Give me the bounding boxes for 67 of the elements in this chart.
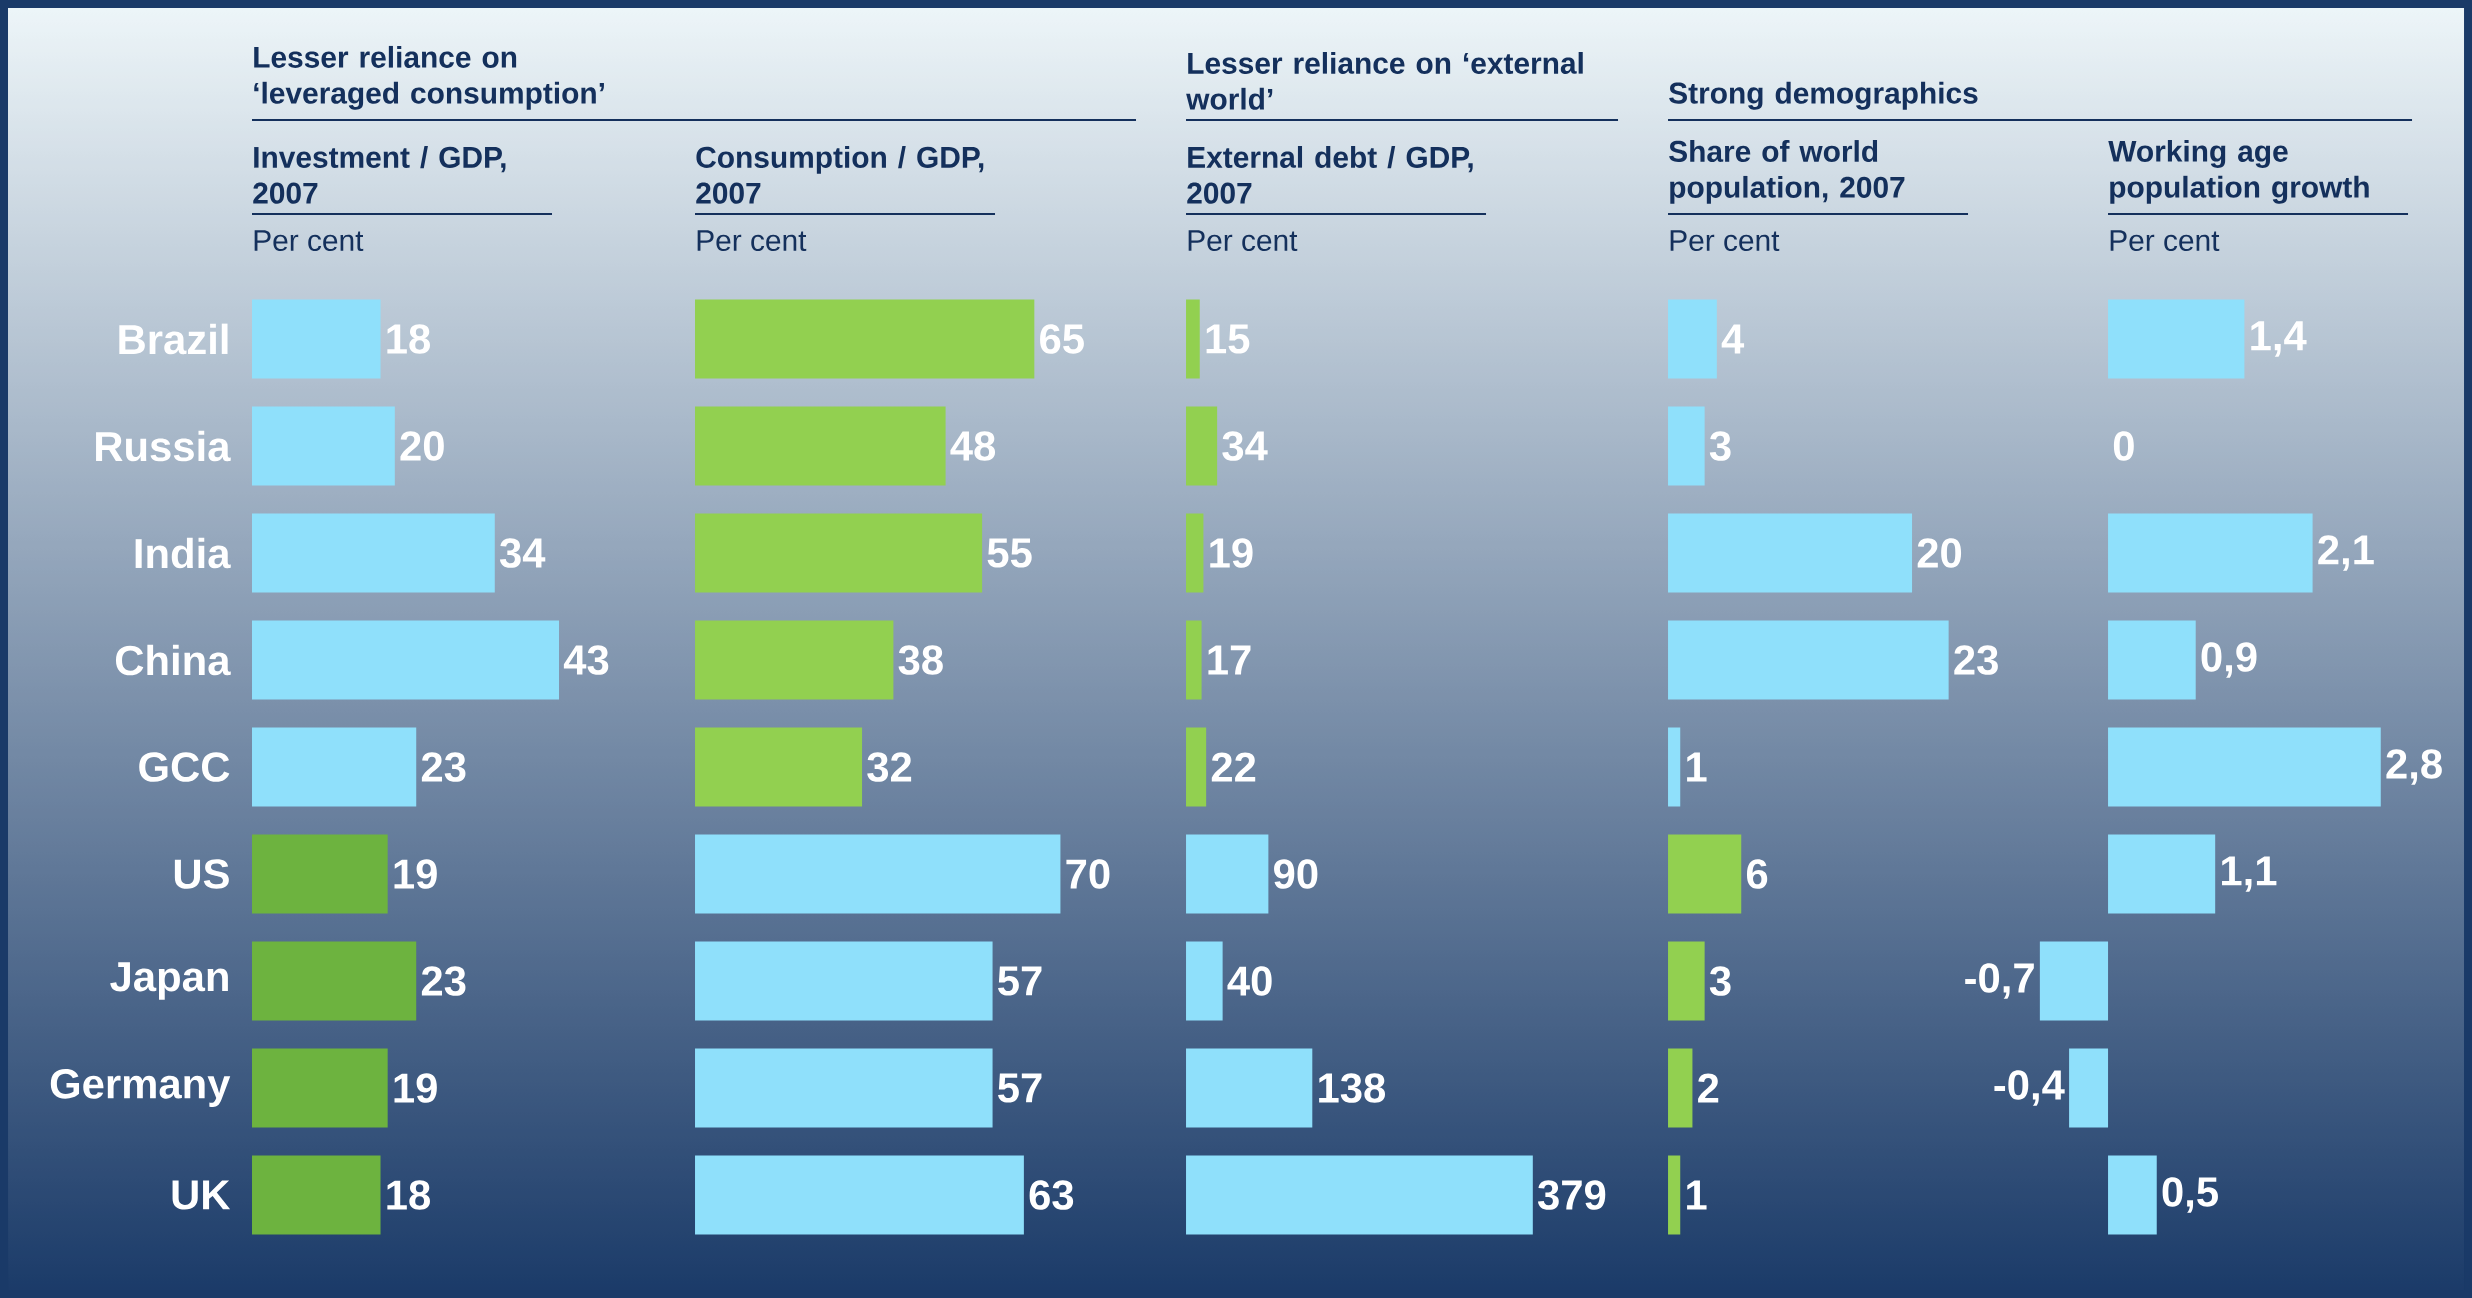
data-label: 19: [1210, 538, 1253, 568]
data-label: 43: [563, 645, 609, 675]
data-label: 1,1: [2222, 856, 2277, 892]
text: Lesser reliance on ‘leveraged consumption’: [254, 45, 604, 110]
data-label: 20: [1917, 538, 1962, 568]
data-label: 6: [1746, 859, 1768, 889]
data-label: 0,5: [2162, 1177, 2218, 1213]
data-label: 2,8: [2386, 749, 2442, 785]
y-tick-label: US: [174, 859, 229, 889]
y-tick-label: UK: [172, 1180, 231, 1210]
data-label: 38: [898, 645, 943, 675]
data-label: 57: [998, 1073, 1042, 1103]
data-label: 1: [1687, 1180, 1707, 1210]
data-label: 19: [394, 1073, 437, 1103]
data-label: 48: [950, 431, 996, 461]
data-label: 15: [1206, 324, 1250, 354]
y-tick-label: Brazil: [119, 323, 228, 355]
data-label: 379: [1537, 1180, 1606, 1210]
data-label: 34: [499, 538, 546, 568]
data-label: 55: [987, 538, 1032, 568]
data-label: 23: [421, 966, 466, 996]
data-label: 0,9: [2201, 642, 2257, 678]
data-label: 23: [1954, 645, 1998, 675]
chart-title: Share of world population, 2007: [1669, 140, 1905, 204]
y-tick-label: Russia: [96, 430, 231, 462]
y-tick-label: China: [115, 644, 231, 676]
data-label: 57: [998, 966, 1042, 996]
y-tick-label: India: [135, 537, 231, 569]
data-label: 19: [394, 859, 437, 889]
data-label: 22: [1211, 752, 1256, 782]
chart-title: Working age population growth: [2108, 139, 2369, 204]
y-tick-label: Japan: [110, 962, 228, 1000]
data-label: 18: [387, 1180, 430, 1210]
text: Strong demographics: [1669, 81, 1978, 110]
chart-title: External debt / GDP, 2007: [1187, 145, 1473, 204]
data-label: 90: [1274, 859, 1318, 889]
data-label: -0,4: [1994, 1070, 2065, 1106]
data-label: 32: [867, 752, 912, 782]
data-label: 63: [1029, 1180, 1074, 1210]
data-label: 1,4: [2251, 321, 2307, 357]
chart-subtitle: Per cent: [1188, 230, 1298, 252]
data-label: 70: [1066, 859, 1110, 889]
chart-subtitle: Per cent: [697, 230, 807, 252]
data-label: 17: [1208, 645, 1251, 675]
data-label: 34: [1222, 431, 1268, 461]
y-tick-label: Germany: [50, 1069, 231, 1107]
data-label: 3: [1709, 431, 1731, 461]
data-label: 138: [1319, 1073, 1386, 1103]
chart-subtitle: Per cent: [2110, 230, 2220, 252]
data-label: 20: [400, 431, 444, 461]
data-label: 40: [1227, 966, 1272, 996]
data-label: 3: [1709, 966, 1731, 996]
data-label: 23: [421, 752, 466, 782]
data-label: 2: [1698, 1073, 1719, 1103]
chart-title: Investment / GDP, 2007: [253, 145, 506, 204]
y-tick-label: GCC: [139, 752, 230, 782]
data-label: 18: [387, 324, 430, 354]
chart-subtitle: Per cent: [254, 230, 364, 252]
data-label: -0,7: [1965, 963, 2034, 999]
text: Lesser reliance on ‘external world’: [1186, 51, 1583, 110]
data-label: 65: [1040, 324, 1084, 354]
data-label: 1: [1687, 752, 1707, 782]
data-label: 2,1: [2318, 535, 2374, 571]
chart-title: Consumption / GDP, 2007: [696, 145, 984, 204]
data-label: 4: [1721, 324, 1745, 354]
data-label: 0: [2113, 431, 2134, 461]
chart-subtitle: Per cent: [1670, 230, 1780, 252]
